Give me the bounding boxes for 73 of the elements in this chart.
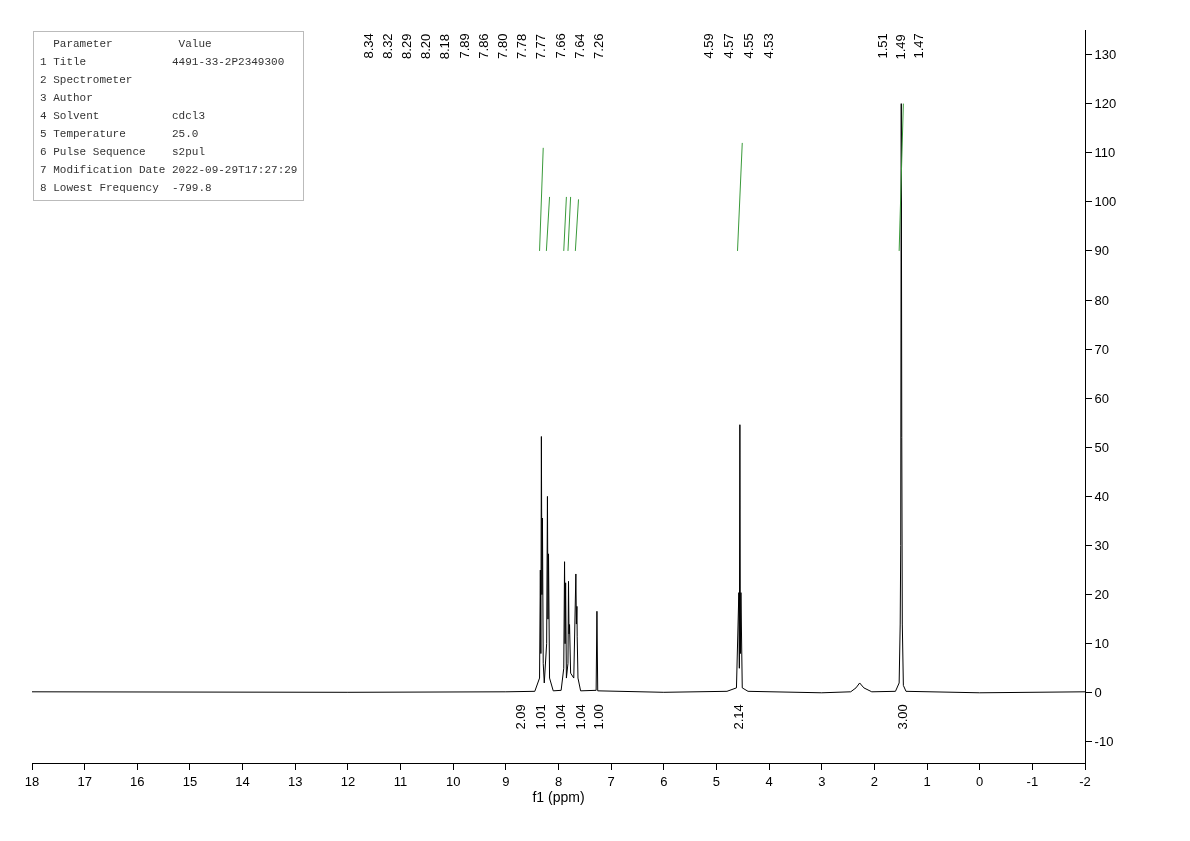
y-tick-label: 60 [1094, 390, 1110, 406]
x-tick-label: -2 [1079, 773, 1091, 789]
annotation: 7.66 [552, 33, 568, 59]
annotation: 4 Solvent cdcl3 [40, 110, 206, 122]
annotation: 3.00 [894, 704, 910, 730]
x-tick-label: 4 [765, 773, 773, 789]
x-tick-label: 10 [445, 773, 461, 789]
y-tick-label: 80 [1094, 292, 1110, 308]
annotation: 1.04 [552, 704, 568, 730]
x-tick-label: 9 [502, 773, 510, 789]
annotation: 1.00 [590, 704, 606, 730]
annotation: 4.59 [700, 33, 716, 59]
y-tick-label: 110 [1094, 145, 1116, 161]
y-tick-label: 30 [1094, 538, 1110, 554]
x-tick-label: 18 [24, 773, 40, 789]
annotation: 2.09 [512, 704, 528, 730]
annotation: 7.86 [475, 33, 491, 59]
x-tick-label: 3 [818, 773, 826, 789]
annotation: 1.51 [874, 33, 890, 59]
annotation: 8.32 [379, 33, 395, 59]
annotation: 1.04 [572, 704, 588, 730]
annotation: 1.47 [910, 33, 926, 59]
y-tick-label: 40 [1094, 488, 1110, 504]
y-tick-label: 120 [1094, 96, 1117, 112]
annotation: 8.29 [398, 33, 414, 59]
annotation: 2 Spectrometer [40, 74, 133, 86]
annotation: 8.34 [360, 33, 376, 59]
y-tick-label: 70 [1094, 341, 1110, 357]
y-tick-label: 20 [1094, 587, 1110, 603]
y-tick-label: 130 [1094, 47, 1117, 63]
annotation: 1.01 [532, 704, 548, 730]
annotation: 5 Temperature 25.0 [40, 128, 199, 140]
annotation: 4.53 [760, 33, 776, 59]
annotation: 7.80 [494, 33, 510, 59]
annotation: 7 Modification Date 2022-09-29T17:27:29 [40, 164, 298, 176]
annotation: 8 Lowest Frequency -799.8 [40, 182, 212, 194]
annotation: 1.49 [892, 34, 908, 60]
annotation: 6 Pulse Sequence s2pul [40, 146, 206, 158]
x-tick-label: 12 [340, 773, 356, 789]
x-tick-label: 8 [554, 773, 563, 789]
x-tick-label: 11 [393, 773, 408, 789]
annotation: 1 Title 4491-33-2P2349300 [40, 56, 285, 68]
x-tick-label: 5 [712, 773, 721, 789]
y-tick-label: 0 [1094, 685, 1102, 701]
annotation: 7.64 [571, 33, 587, 59]
x-tick-label: 15 [182, 773, 198, 789]
annotation: 4.57 [720, 33, 736, 59]
x-tick-label: 1 [923, 773, 931, 789]
annotation: 8.18 [437, 33, 453, 60]
x-tick-label: 6 [660, 773, 668, 789]
annotation: 7.78 [514, 33, 530, 60]
y-tick-label: 10 [1094, 636, 1110, 652]
x-tick-label: 0 [976, 773, 984, 789]
annotation: 2.14 [730, 704, 746, 730]
x-tick-label: 14 [235, 773, 250, 789]
x-tick-label: 13 [288, 773, 303, 789]
y-tick-label: -10 [1094, 734, 1114, 750]
x-tick-label: 2 [870, 773, 879, 789]
x-tick-label: -1 [1026, 773, 1039, 789]
x-tick-label: 7 [607, 773, 615, 789]
annotation: 3 Author [40, 92, 93, 104]
x-axis-title: f1 (ppm) [532, 788, 585, 805]
annotation: 7.89 [456, 33, 472, 59]
y-tick-label: 90 [1094, 243, 1110, 259]
annotation: Parameter Value [53, 38, 212, 50]
x-tick-label: 16 [130, 773, 145, 789]
annotation: 7.26 [590, 33, 606, 59]
annotation: 7.77 [533, 33, 549, 60]
y-tick-label: 50 [1094, 439, 1110, 455]
annotation: 8.20 [418, 33, 434, 60]
annotation: 4.55 [740, 33, 756, 59]
y-tick-label: 100 [1094, 194, 1117, 210]
x-tick-label: 17 [77, 773, 92, 789]
